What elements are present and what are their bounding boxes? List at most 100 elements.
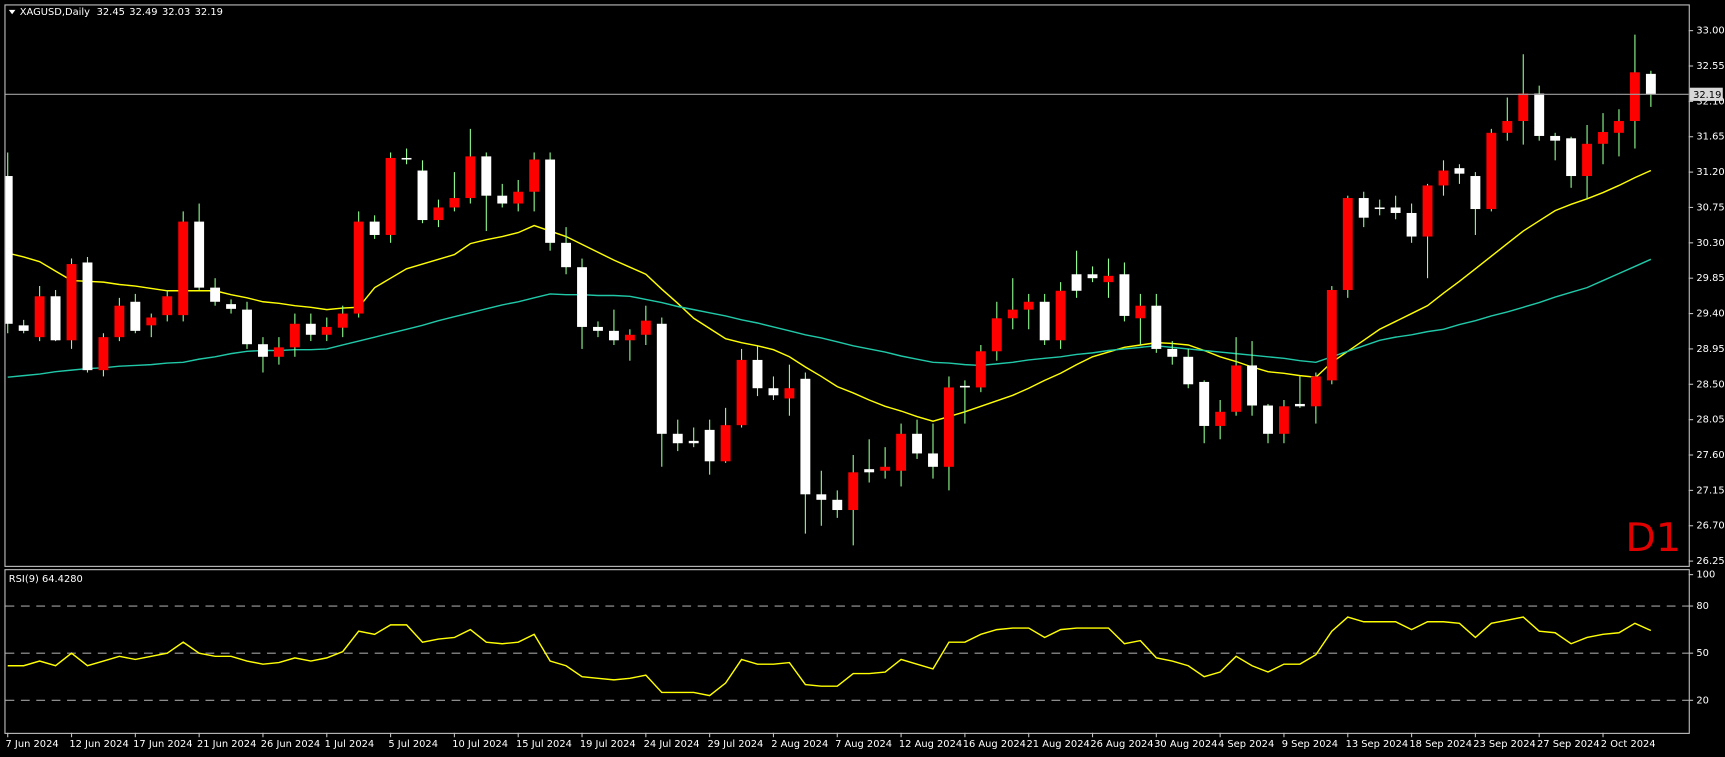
y-tick-label: 31.20 bbox=[1696, 167, 1724, 178]
x-tick-label: 7 Jun 2024 bbox=[6, 739, 59, 750]
x-tick-label: 2 Oct 2024 bbox=[1601, 739, 1656, 750]
candle-body bbox=[481, 156, 492, 196]
candle-body bbox=[959, 385, 970, 388]
candle-body bbox=[928, 453, 938, 467]
candle-body bbox=[1294, 403, 1305, 407]
candle-body bbox=[178, 221, 189, 316]
rsi-title: RSI(9) 64.4280 bbox=[9, 574, 83, 585]
candle-body bbox=[816, 494, 827, 500]
x-tick-label: 27 Sep 2024 bbox=[1537, 739, 1600, 750]
y-tick-label: 28.05 bbox=[1696, 415, 1724, 426]
y-tick-label: 27.60 bbox=[1696, 450, 1724, 461]
candle-body bbox=[497, 195, 508, 204]
candle-body bbox=[561, 242, 572, 268]
y-tick-label: 32.10 bbox=[1696, 96, 1724, 107]
candle-body bbox=[273, 347, 284, 357]
candle-body bbox=[784, 388, 795, 399]
candle-body bbox=[226, 304, 237, 309]
candle-body bbox=[880, 466, 891, 471]
axes: 33.00 32.55 32.10 31.65 31.20 30.75 30.30 29.85… bbox=[6, 26, 1725, 750]
candle-body bbox=[1645, 73, 1656, 95]
candle-body bbox=[848, 472, 859, 511]
candle-body bbox=[1023, 301, 1034, 310]
candle-body bbox=[1390, 207, 1401, 213]
candle-body bbox=[864, 469, 875, 473]
x-tick-label: 24 Jul 2024 bbox=[644, 739, 700, 750]
candle-body bbox=[720, 425, 731, 462]
candle-body bbox=[1007, 309, 1018, 319]
header-high: 32.49 bbox=[129, 7, 157, 18]
candle-body bbox=[1598, 132, 1608, 144]
candle-body bbox=[704, 429, 715, 462]
candle-body bbox=[1310, 376, 1321, 407]
candle-body bbox=[1183, 356, 1194, 385]
x-tick-label: 30 Aug 2024 bbox=[1154, 739, 1217, 750]
x-tick-label: 7 Aug 2024 bbox=[835, 739, 892, 750]
x-tick-label: 15 Jul 2024 bbox=[516, 739, 572, 750]
candle-body bbox=[1279, 406, 1289, 434]
y-tick-label: 27.15 bbox=[1696, 485, 1724, 496]
candle-body bbox=[577, 267, 587, 327]
x-tick-label: 18 Sep 2024 bbox=[1409, 739, 1472, 750]
candle-body bbox=[50, 296, 61, 341]
candle-body bbox=[210, 287, 221, 302]
candle-body bbox=[1502, 121, 1513, 133]
candle-body bbox=[1454, 168, 1465, 174]
candle-body bbox=[1518, 93, 1529, 122]
candle-body bbox=[1039, 301, 1050, 341]
candle-body bbox=[194, 221, 205, 288]
candle-body bbox=[944, 387, 954, 467]
candle-body bbox=[289, 323, 300, 348]
candle-body bbox=[401, 157, 412, 160]
y-tick-label: 20 bbox=[1696, 695, 1709, 706]
y-tick-label: 80 bbox=[1696, 601, 1709, 612]
rsi-plot bbox=[5, 605, 1689, 701]
main-plot bbox=[5, 34, 1689, 546]
y-tick-label: 100 bbox=[1696, 570, 1715, 581]
y-tick-label: 26.70 bbox=[1696, 521, 1724, 532]
x-tick-label: 23 Sep 2024 bbox=[1473, 739, 1536, 750]
candle-body bbox=[1167, 348, 1178, 357]
y-tick-label: 28.50 bbox=[1696, 379, 1724, 390]
y-tick-label: 30.30 bbox=[1696, 238, 1724, 249]
y-tick-label: 26.25 bbox=[1696, 556, 1724, 567]
candle-body bbox=[975, 351, 986, 388]
candle-body bbox=[1374, 207, 1385, 210]
candle-body bbox=[768, 388, 779, 396]
candle-body bbox=[1055, 290, 1066, 341]
y-tick-label: 33.00 bbox=[1696, 26, 1724, 37]
candle-body bbox=[1582, 143, 1593, 177]
x-tick-label: 5 Jul 2024 bbox=[388, 739, 438, 750]
x-tick-label: 10 Jul 2024 bbox=[452, 739, 508, 750]
candle-body bbox=[130, 301, 141, 331]
candle-body bbox=[1438, 170, 1449, 186]
y-tick-label: 31.65 bbox=[1696, 132, 1724, 143]
x-tick-label: 12 Aug 2024 bbox=[899, 739, 962, 750]
candle-body bbox=[896, 433, 907, 471]
candle-body bbox=[1215, 411, 1226, 426]
y-tick-label: 28.95 bbox=[1696, 344, 1724, 355]
x-tick-label: 29 Jul 2024 bbox=[707, 739, 763, 750]
rsi-panel-border bbox=[4, 569, 1690, 734]
x-tick-label: 17 Jun 2024 bbox=[133, 739, 192, 750]
candle-body bbox=[608, 330, 619, 341]
candle-body bbox=[1231, 365, 1242, 412]
x-tick-label: 19 Jul 2024 bbox=[580, 739, 636, 750]
candle-body bbox=[433, 207, 444, 221]
candle-body bbox=[1342, 198, 1353, 290]
x-tick-label: 26 Jun 2024 bbox=[261, 739, 320, 750]
candle-body bbox=[82, 262, 93, 371]
candle-body bbox=[337, 313, 348, 328]
candle-body bbox=[800, 378, 811, 495]
candle-body bbox=[353, 221, 364, 314]
candle-body bbox=[1614, 121, 1624, 133]
x-tick-label: 2 Aug 2024 bbox=[771, 739, 828, 750]
candle-body bbox=[162, 296, 173, 316]
candle-body bbox=[529, 159, 540, 192]
moving-average-line bbox=[7, 169, 1652, 422]
x-tick-label: 13 Sep 2024 bbox=[1346, 739, 1409, 750]
candle-body bbox=[5, 176, 13, 324]
candle-body bbox=[1566, 138, 1577, 177]
